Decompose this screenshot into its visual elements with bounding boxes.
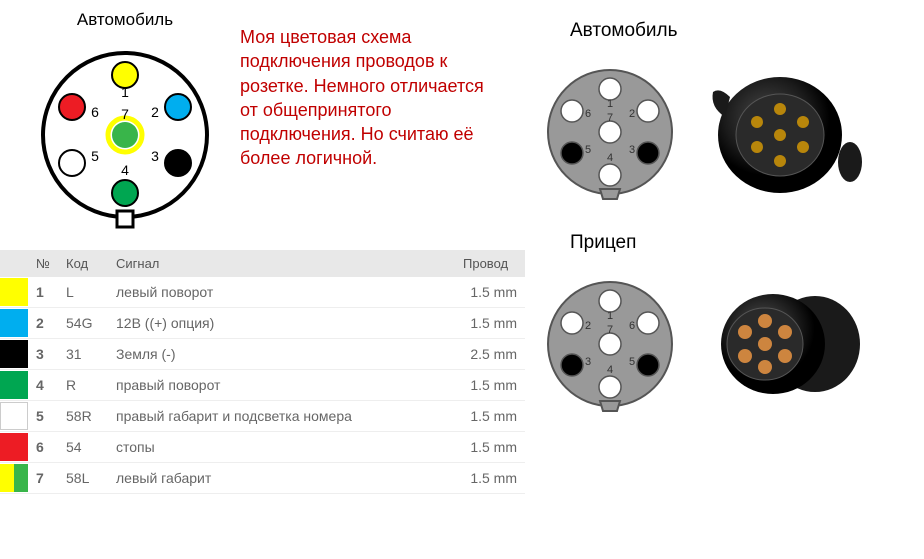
- svg-text:7: 7: [607, 112, 613, 124]
- cell-signal: левый габарит: [108, 463, 455, 494]
- table-row: 4Rправый поворот1.5 mm: [0, 370, 525, 401]
- svg-text:5: 5: [91, 148, 99, 164]
- table-row: 1Lлевый поворот1.5 mm: [0, 277, 525, 308]
- cell-wire: 1.5 mm: [455, 277, 525, 308]
- trailer-title: Прицеп: [535, 232, 914, 254]
- cell-wire: 2.5 mm: [455, 339, 525, 370]
- svg-text:2: 2: [585, 320, 591, 332]
- svg-text:6: 6: [629, 320, 635, 332]
- cell-code: 58L: [58, 463, 108, 494]
- svg-text:3: 3: [151, 148, 159, 164]
- cell-num: 4: [28, 370, 58, 401]
- cell-signal: стопы: [108, 432, 455, 463]
- car-title: Автомобиль: [535, 20, 914, 42]
- cell-num: 7: [28, 463, 58, 494]
- svg-text:7: 7: [607, 324, 613, 336]
- colored-connector-svg: 1 2 3 4 5 6 7: [25, 35, 225, 235]
- color-swatch: [0, 464, 28, 492]
- svg-text:3: 3: [629, 144, 635, 156]
- table-header: Провод: [455, 250, 525, 277]
- cell-signal: правый габарит и подсветка номера: [108, 401, 455, 432]
- table-row: 331Земля (-)2.5 mm: [0, 339, 525, 370]
- cell-code: 58R: [58, 401, 108, 432]
- table-row: 654стопы1.5 mm: [0, 432, 525, 463]
- svg-text:5: 5: [629, 356, 635, 368]
- color-swatch: [0, 433, 28, 461]
- colored-connector-diagram: Автомобиль 1 2 3 4 5 6 7: [20, 10, 230, 235]
- cell-wire: 1.5 mm: [455, 432, 525, 463]
- svg-text:6: 6: [91, 104, 99, 120]
- svg-text:6: 6: [585, 108, 591, 120]
- color-swatch: [0, 309, 28, 337]
- cell-num: 2: [28, 308, 58, 339]
- color-swatch: [0, 402, 28, 430]
- description-text: Моя цветовая схема подключения проводов …: [230, 10, 505, 171]
- cell-wire: 1.5 mm: [455, 401, 525, 432]
- table-row: 254G12В ((+) опция)1.5 mm: [0, 308, 525, 339]
- table-row: 758Lлевый габарит1.5 mm: [0, 463, 525, 494]
- svg-text:4: 4: [121, 162, 129, 178]
- svg-text:3: 3: [585, 356, 591, 368]
- table-header: Код: [58, 250, 108, 277]
- cell-num: 5: [28, 401, 58, 432]
- color-swatch: [0, 340, 28, 368]
- cell-code: 31: [58, 339, 108, 370]
- svg-text:1: 1: [607, 98, 613, 110]
- svg-text:2: 2: [151, 104, 159, 120]
- table-header: №: [28, 250, 58, 277]
- table-header: [0, 250, 28, 277]
- cell-code: R: [58, 370, 108, 401]
- plug-photo: [705, 279, 865, 409]
- trailer-connector-diagram: 1 2 3 4 5 6 7: [535, 269, 685, 419]
- svg-text:1: 1: [607, 310, 613, 322]
- cell-code: 54: [58, 432, 108, 463]
- cell-num: 6: [28, 432, 58, 463]
- socket-photo: [705, 67, 865, 197]
- cell-code: 54G: [58, 308, 108, 339]
- svg-text:2: 2: [629, 108, 635, 120]
- svg-text:4: 4: [607, 152, 613, 164]
- car-connector-diagram: 1 2 3 4 5 6 7: [535, 57, 685, 207]
- svg-text:4: 4: [607, 364, 613, 376]
- color-swatch: [0, 371, 28, 399]
- cell-code: L: [58, 277, 108, 308]
- svg-text:5: 5: [585, 144, 591, 156]
- table-row: 558Rправый габарит и подсветка номера1.5…: [0, 401, 525, 432]
- cell-num: 1: [28, 277, 58, 308]
- cell-wire: 1.5 mm: [455, 308, 525, 339]
- cell-wire: 1.5 mm: [455, 370, 525, 401]
- signal-table: №КодСигналПровод 1Lлевый поворот1.5 mm25…: [0, 250, 525, 494]
- cell-wire: 1.5 mm: [455, 463, 525, 494]
- cell-num: 3: [28, 339, 58, 370]
- cell-signal: 12В ((+) опция): [108, 308, 455, 339]
- color-swatch: [0, 278, 28, 306]
- svg-text:7: 7: [121, 106, 129, 122]
- cell-signal: Земля (-): [108, 339, 455, 370]
- svg-text:1: 1: [121, 84, 129, 100]
- connector-title: Автомобиль: [20, 10, 230, 30]
- table-header: Сигнал: [108, 250, 455, 277]
- cell-signal: правый поворот: [108, 370, 455, 401]
- cell-signal: левый поворот: [108, 277, 455, 308]
